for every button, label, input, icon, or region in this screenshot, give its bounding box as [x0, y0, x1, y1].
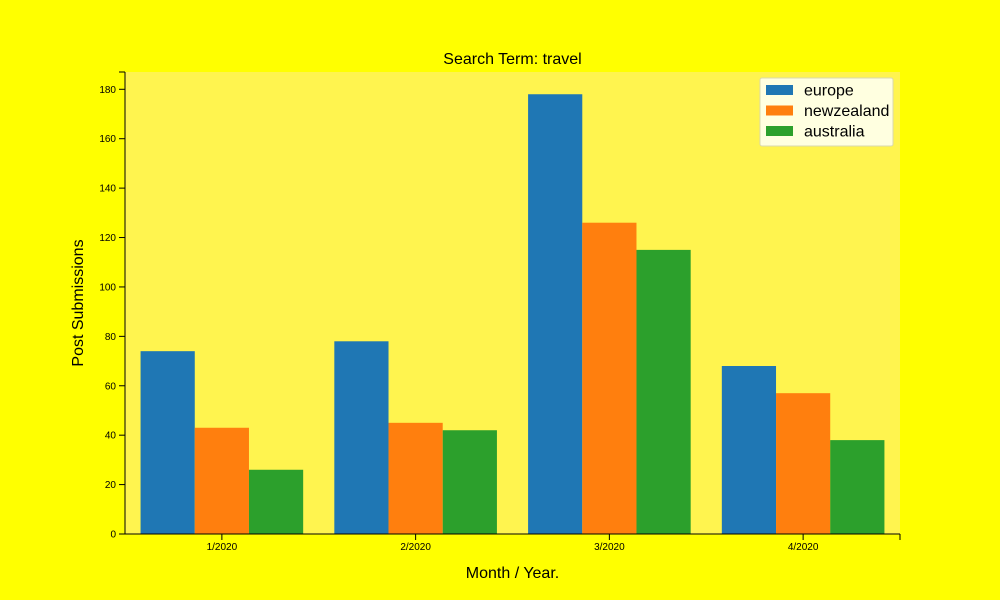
bar-newzealand-2-2020	[388, 422, 443, 534]
bar-australia-1-2020	[248, 469, 304, 534]
bar-australia-4-2020	[830, 440, 885, 534]
x-tick-label: 2/2020	[400, 542, 431, 553]
bar-europe-2-2020	[334, 341, 389, 534]
y-tick-label: 160	[99, 134, 116, 145]
y-tick-label: 60	[105, 381, 117, 392]
bar-australia-2-2020	[442, 430, 497, 534]
y-axis-title: Post Submissions	[70, 239, 87, 366]
legend: europe newzealand australia	[759, 77, 894, 147]
y-tick-label: 120	[99, 233, 116, 244]
x-tick-label: 4/2020	[788, 542, 819, 553]
y-tick-label: 140	[99, 184, 116, 195]
x-tick-label: 1/2020	[207, 542, 238, 553]
y-tick-label: 80	[105, 332, 117, 343]
bar-australia-3-2020	[636, 249, 691, 534]
y-tick-label: 180	[99, 85, 116, 96]
bar-newzealand-1-2020	[194, 427, 249, 534]
x-tick-label: 3/2020	[594, 542, 625, 553]
legend-label-europe: europe	[804, 83, 854, 100]
y-tick-label: 40	[105, 431, 117, 442]
x-axis-title: Month / Year.	[466, 565, 559, 582]
y-tick-label: 100	[99, 282, 116, 293]
chart-title: Search Term: travel	[443, 51, 581, 68]
legend-swatch-australia	[766, 126, 793, 136]
axes-group: 0 20 40 60 80 100 120 140 160 180 1/2020 2/2020 3/20…	[99, 71, 901, 553]
y-tick-label: 20	[105, 480, 117, 491]
y-tick-label: 0	[110, 530, 116, 541]
bar-europe-3-2020	[528, 94, 583, 535]
bar-europe-4-2020	[721, 366, 777, 534]
legend-label-newzealand: newzealand	[804, 103, 889, 120]
legend-swatch-newzealand	[766, 105, 793, 116]
legend-label-australia: australia	[804, 124, 865, 141]
legend-swatch-europe	[766, 85, 793, 95]
legend-box	[759, 77, 894, 147]
bars-group	[140, 94, 885, 535]
bar-newzealand-4-2020	[776, 393, 831, 534]
bar-newzealand-3-2020	[582, 222, 637, 534]
bar-europe-1-2020	[140, 351, 195, 534]
